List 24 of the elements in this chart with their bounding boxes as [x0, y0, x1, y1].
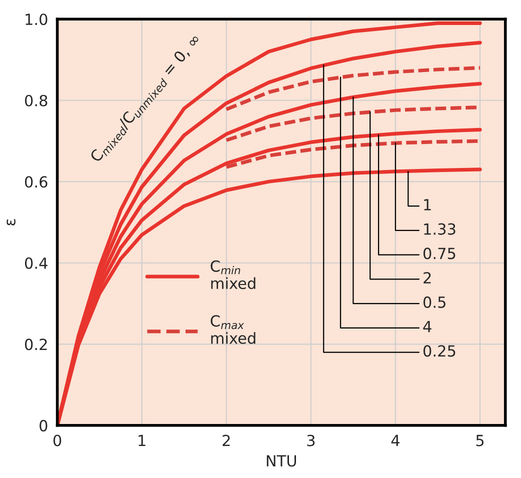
y-tick-label: 1.0	[26, 14, 48, 26]
annotation: 0.75	[423, 248, 456, 260]
annotation: 0.5	[423, 296, 446, 308]
y-tick-label: 0	[40, 420, 48, 432]
y-tick-label: 0.6	[24, 176, 48, 188]
annotation: 4	[423, 320, 432, 332]
x-tick-label: 4	[391, 434, 400, 446]
legend-label: C$_{min}$ mixed	[210, 260, 256, 290]
x-axis-title: NTU	[266, 455, 296, 467]
annotation: C$_{mixed}$/C$_{unmixed}$ = 0, ∞	[89, 33, 203, 164]
y-tick-label: 0.4	[24, 257, 48, 269]
y-axis-title: ε	[6, 219, 16, 226]
x-tick-label: 5	[476, 434, 484, 446]
x-tick-label: 1	[138, 434, 146, 446]
x-tick-label: 0	[53, 434, 62, 446]
y-tick-label: 0.8	[24, 94, 48, 106]
legend-label: C$_{max}$ mixed	[210, 315, 256, 344]
x-tick-label: 2	[222, 434, 230, 446]
x-tick-label: 3	[307, 434, 315, 446]
annotation: 1.33	[424, 223, 456, 235]
annotation: 0.25	[423, 345, 456, 357]
annotation: 2	[424, 272, 431, 284]
y-tick-label: 0.2	[24, 338, 47, 350]
annotation: 1	[424, 199, 431, 210]
